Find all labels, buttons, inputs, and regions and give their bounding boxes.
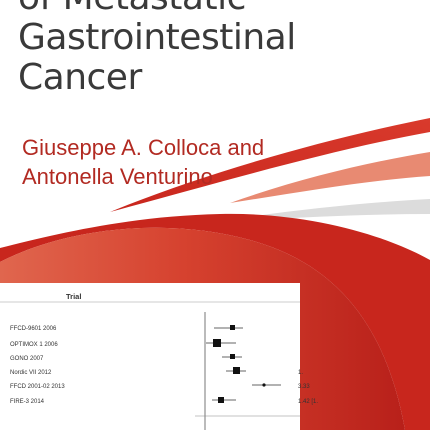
forest-plot-header: Trial: [66, 292, 81, 301]
author-line-2: Antonella Venturino: [22, 164, 213, 189]
trial-label: OPTIMOX 1 2006: [10, 342, 58, 348]
trial-label: FIRE-3 2014: [10, 399, 45, 405]
title-line-2: Gastrointestinal: [18, 17, 296, 58]
book-title: of Metastatic Gastrointestinal Cancer: [18, 0, 296, 98]
book-authors: Giuseppe A. Colloca and Antonella Ventur…: [22, 133, 264, 191]
forest-plot-row: FFCD 2001-02 2013 3.33: [10, 383, 310, 390]
trial-value: 1.: [298, 370, 303, 376]
trial-estimate: [233, 367, 240, 374]
author-line-1: Giuseppe A. Colloca and: [22, 135, 265, 160]
forest-plot-row: FFCD-9601 2006: [10, 325, 243, 332]
trial-estimate: [262, 383, 266, 387]
title-line-3: Cancer: [18, 57, 142, 98]
trial-estimate: [230, 354, 235, 359]
trial-estimate: [213, 339, 221, 347]
salmon-band: [230, 152, 430, 203]
trial-estimate: [230, 325, 235, 330]
trial-value: 3.33: [298, 384, 310, 390]
forest-plot-background: [0, 283, 300, 430]
forest-plot-row: OPTIMOX 1 2006: [10, 339, 236, 348]
big-swoosh-light: [0, 227, 405, 430]
trial-label: GONO 2007: [10, 356, 44, 362]
forest-plot-row: FIRE-3 2014 1.42 [1.: [10, 397, 318, 405]
forest-plot-row: GONO 2007: [10, 354, 242, 362]
trial-label: FFCD-9601 2006: [10, 326, 57, 332]
trial-label: Nordic VII 2012: [10, 370, 52, 376]
red-band-upper: [110, 118, 430, 212]
trial-value: 1.42 [1.: [298, 399, 318, 405]
trial-label: FFCD 2001-02 2013: [10, 384, 65, 390]
big-swoosh: [0, 213, 430, 430]
title-line-1: of Metastatic: [18, 0, 296, 18]
trial-estimate: [218, 397, 224, 403]
forest-plot-row: Nordic VII 2012 1.: [10, 367, 303, 376]
